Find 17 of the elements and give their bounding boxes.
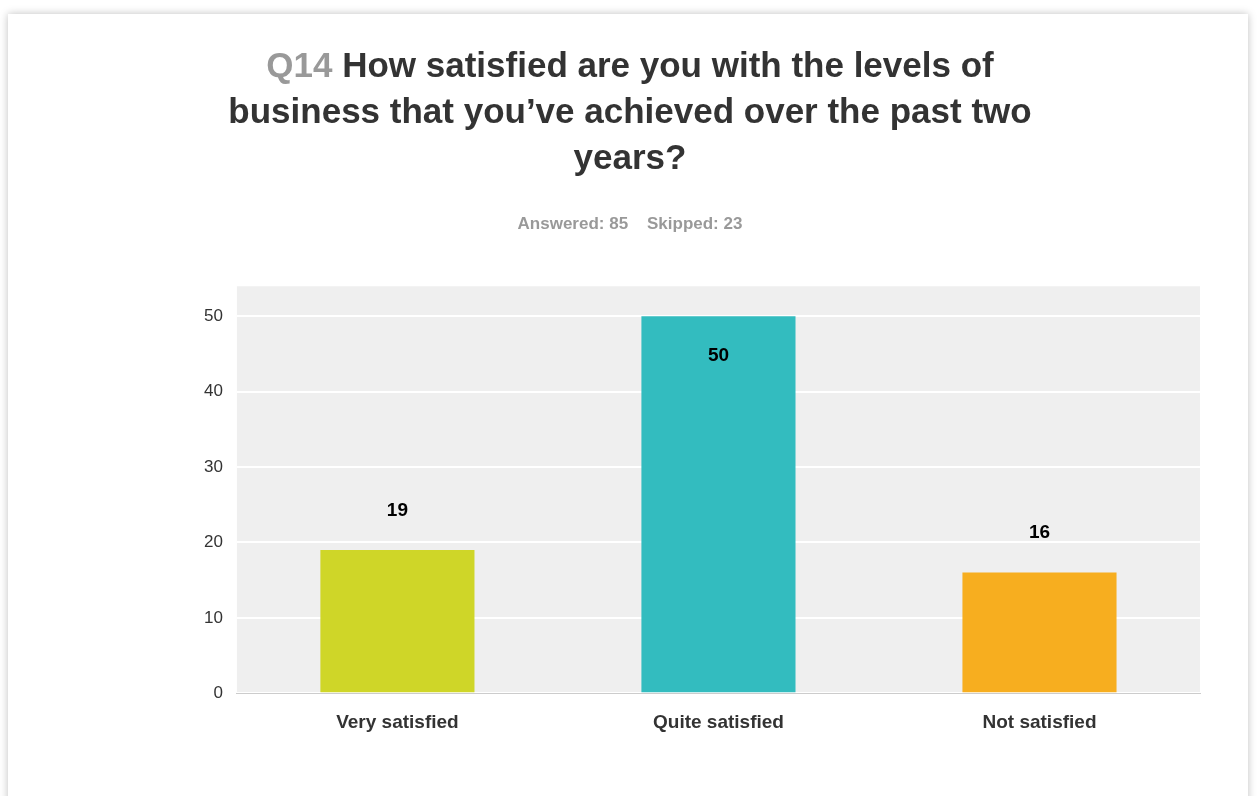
y-tick-label: 10 (203, 607, 223, 627)
bar (962, 572, 1117, 693)
chart-subtitle: Answered: 85 Skipped: 23 (516, 214, 744, 234)
data-label: 50 (707, 344, 730, 366)
chart-title: Q14 How satisfied are you with the levels of business that you’ve achieved over the past two years? (227, 44, 1033, 178)
bar (641, 316, 796, 693)
x-tick-label: Not satisfied (982, 710, 1097, 732)
y-tick-label: 30 (203, 456, 223, 476)
y-tick-label: 50 (203, 306, 223, 326)
x-tick-label: Very satisfied (336, 710, 459, 732)
x-tick-label: Quite satisfied (652, 710, 784, 732)
bar (320, 550, 475, 693)
data-label: 19 (386, 498, 408, 520)
y-tick-label: 20 (203, 532, 223, 552)
y-tick-label: 40 (203, 381, 223, 401)
y-tick-label: 0 (213, 682, 223, 702)
data-label: 16 (1028, 521, 1051, 543)
